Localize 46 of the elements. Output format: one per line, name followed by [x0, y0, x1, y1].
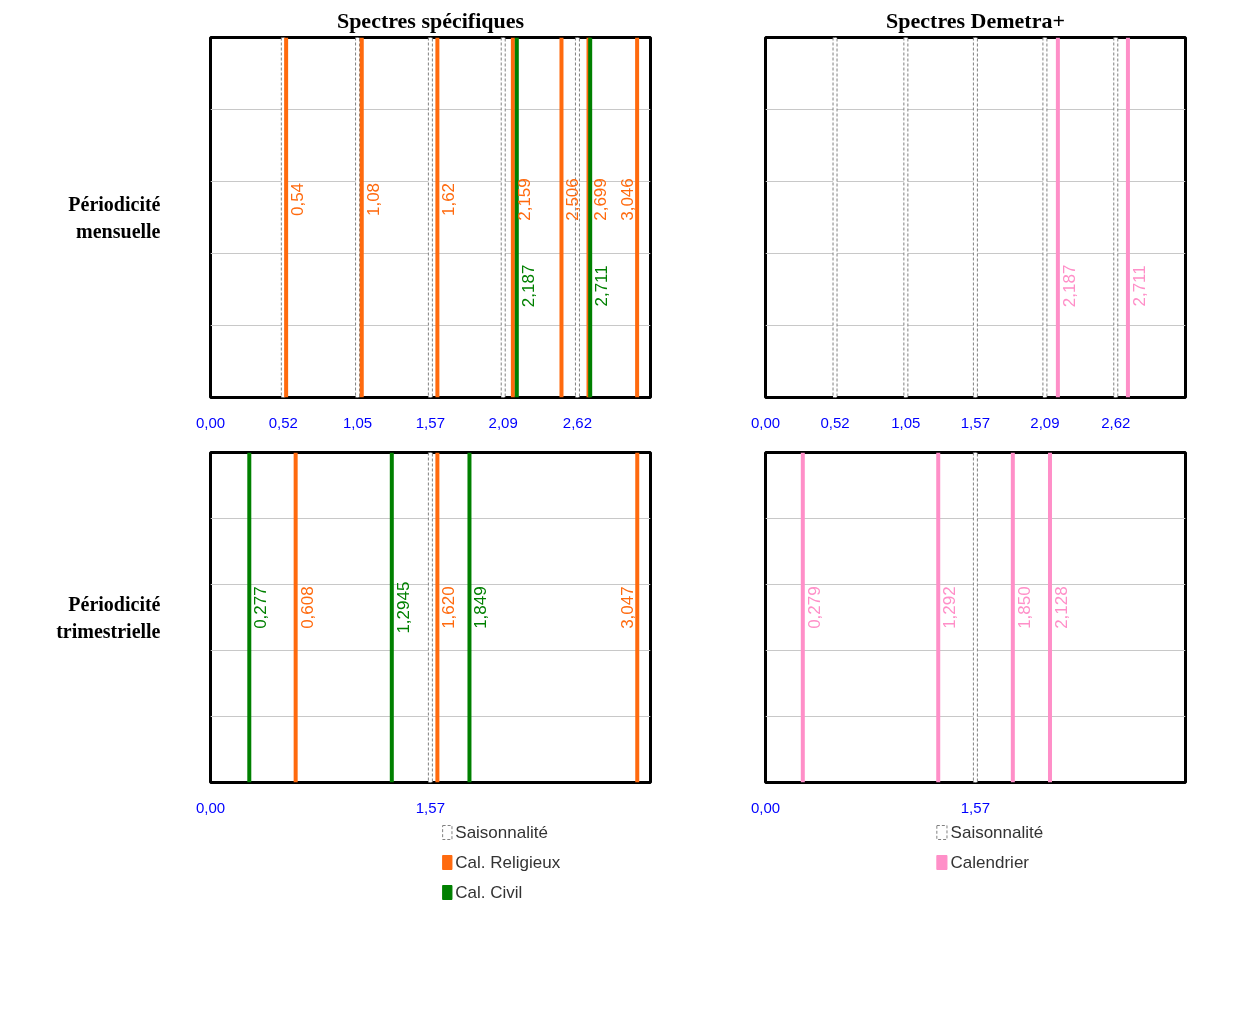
annotation: 3,046 — [618, 178, 638, 221]
legend-label: Saisonnalité — [455, 823, 548, 842]
annotation: 2,159 — [514, 178, 534, 221]
x-tick-label: 1,57 — [415, 413, 445, 431]
annotation: 2,711 — [1129, 265, 1149, 307]
x-tick-label: 0,52 — [820, 413, 850, 431]
annotation: 2,711 — [592, 265, 612, 307]
annotation: 1,850 — [1014, 586, 1034, 629]
annotation: 0,277 — [251, 586, 271, 629]
x-tick-label: 0,00 — [195, 413, 226, 431]
annotation: 0,54 — [288, 182, 308, 217]
annotation: 1,08 — [363, 182, 383, 217]
x-tick-label: 0,00 — [750, 798, 781, 816]
x-tick-label: 1,57 — [960, 413, 990, 431]
y-axis-title: Périodicité trimestrielle — [56, 593, 161, 642]
annotation: 1,620 — [439, 586, 459, 629]
x-tick-label: 2,09 — [1030, 413, 1060, 431]
annotation: 2,506 — [563, 178, 583, 221]
chart-title: Spectres spécifiques — [336, 7, 525, 33]
annotation: 3,047 — [618, 586, 638, 629]
x-tick-label: 2,09 — [488, 413, 518, 431]
annotation: 1,62 — [439, 182, 459, 217]
x-tick-label: 1,05 — [891, 413, 921, 431]
annotation: 1,849 — [471, 586, 491, 629]
annotation: 1,292 — [940, 586, 960, 629]
annotation: 0,608 — [297, 586, 317, 629]
annotation: 2,187 — [1059, 264, 1079, 308]
annotation: 0,279 — [804, 586, 824, 629]
x-tick-label: 1,57 — [960, 798, 990, 816]
annotation: 2,699 — [590, 178, 610, 221]
legend-label: Saisonnalité — [950, 823, 1044, 842]
legend-label: Cal. Religieux — [455, 853, 561, 872]
x-tick-label: 0,52 — [268, 413, 298, 431]
x-tick-label: 2,62 — [562, 413, 593, 431]
x-tick-label: 1,05 — [342, 413, 373, 431]
x-tick-label: 0,00 — [750, 413, 781, 431]
chart-title: Spectres Demetra+ — [886, 7, 1065, 33]
annotation: 2,187 — [518, 264, 538, 308]
x-tick-label: 2,62 — [1101, 413, 1131, 431]
x-tick-label: 1,57 — [415, 798, 445, 816]
legend-label: Cal. Civil — [455, 883, 523, 902]
annotation: 1,2945 — [393, 581, 413, 634]
y-axis-title: Périodicité mensuelle — [68, 193, 161, 242]
x-tick-label: 0,00 — [195, 798, 226, 816]
annotation: 2,128 — [1051, 586, 1071, 629]
legend-label: Calendrier — [950, 853, 1030, 872]
